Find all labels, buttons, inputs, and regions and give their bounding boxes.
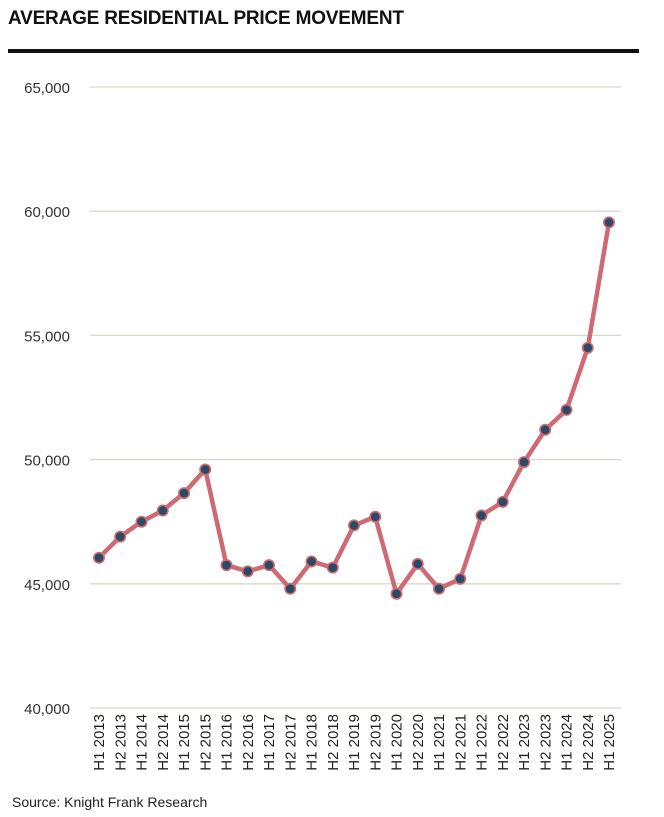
data-point	[560, 403, 573, 416]
x-tick-label: H2 2013	[112, 714, 129, 771]
x-tick-label: H1 2015	[176, 714, 193, 771]
y-tick-label: 40,000	[24, 701, 70, 718]
source-note: Source: Knight Frank Research	[12, 794, 208, 810]
series-group	[93, 216, 615, 600]
data-point	[432, 582, 445, 595]
data-point	[347, 519, 360, 532]
y-tick-label: 50,000	[24, 453, 70, 470]
x-tick-label: H1 2018	[304, 714, 321, 771]
x-tick-label: H2 2015	[197, 714, 214, 771]
data-point	[156, 504, 169, 517]
data-point	[581, 341, 594, 354]
x-tick-label: H2 2024	[580, 714, 597, 771]
x-tick-label: H1 2023	[516, 714, 533, 771]
y-tick-label: 65,000	[24, 80, 70, 97]
y-tick-label: 55,000	[24, 328, 70, 345]
x-tick-label: H1 2024	[559, 714, 576, 771]
x-tick-label: H2 2018	[325, 714, 342, 771]
x-tick-label: H2 2021	[452, 714, 469, 771]
data-point	[390, 587, 403, 600]
x-tick-label: H1 2017	[261, 714, 278, 771]
x-tick-label: H1 2016	[219, 714, 236, 771]
data-point	[517, 456, 530, 469]
data-point	[475, 509, 488, 522]
x-tick-label: H2 2022	[495, 714, 512, 771]
data-point	[93, 551, 106, 564]
x-axis-ticks: H1 2013 H2 2013 H1 2014 H2 2014 H1 2015 H2 20…	[91, 714, 618, 771]
data-point	[284, 582, 297, 595]
x-tick-label: H2 2019	[367, 714, 384, 771]
data-point	[220, 559, 233, 572]
x-tick-label: H1 2021	[431, 714, 448, 771]
y-tick-label: 60,000	[24, 204, 70, 221]
x-tick-label: H1 2019	[346, 714, 363, 771]
data-point	[262, 559, 275, 572]
x-tick-label: H2 2023	[537, 714, 554, 771]
x-tick-label: H2 2020	[410, 714, 427, 771]
x-tick-label: H2 2014	[155, 714, 172, 771]
title-rule	[8, 49, 639, 53]
data-point	[199, 463, 212, 476]
x-tick-label: H1 2022	[474, 714, 491, 771]
data-point	[454, 572, 467, 585]
data-point	[326, 561, 339, 574]
x-tick-label: H1 2014	[134, 714, 151, 771]
data-point	[305, 555, 318, 568]
data-point	[241, 565, 254, 578]
series-line	[96, 220, 612, 596]
x-tick-label: H2 2016	[240, 714, 257, 771]
data-point	[496, 495, 509, 508]
data-point	[539, 423, 552, 436]
data-point	[602, 216, 615, 229]
data-point	[369, 510, 382, 523]
data-point	[411, 557, 424, 570]
data-point	[135, 515, 148, 528]
y-axis-ticks: 40,000 45,000 50,000 55,000 60,000 65,000	[24, 80, 70, 718]
x-tick-label: H1 2025	[601, 714, 618, 771]
y-tick-label: 45,000	[24, 577, 70, 594]
grid-lines	[90, 86, 621, 709]
data-point	[178, 487, 191, 500]
x-tick-label: H2 2017	[282, 714, 299, 771]
chart-title: AVERAGE RESIDENTIAL PRICE MOVEMENT	[8, 8, 404, 29]
data-point	[114, 530, 127, 543]
x-tick-label: H1 2013	[91, 714, 108, 771]
x-tick-label: H1 2020	[389, 714, 406, 771]
